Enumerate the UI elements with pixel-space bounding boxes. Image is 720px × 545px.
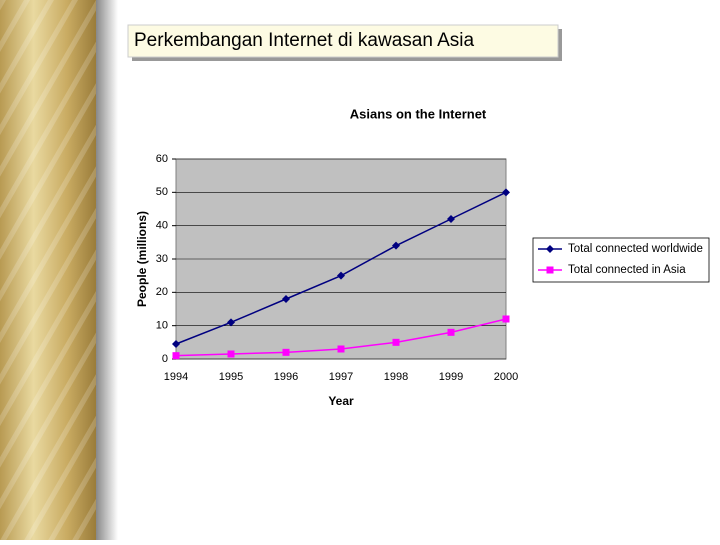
legend-label: Total connected worldwide [568, 243, 703, 255]
marker [227, 350, 235, 358]
x-axis-label: Year [328, 394, 354, 408]
marker [337, 271, 345, 280]
marker [392, 241, 400, 250]
marker [546, 245, 554, 253]
marker [227, 318, 235, 327]
marker [447, 215, 455, 223]
x-tick-label: 2000 [494, 371, 518, 383]
slide-title: Perkembangan Internet di kawasan Asia [134, 30, 475, 51]
marker [172, 340, 180, 348]
x-tick-label: 1999 [439, 371, 463, 383]
marker [282, 295, 290, 303]
decor-shadow [96, 0, 118, 540]
legend-label: Total connected in Asia [568, 264, 686, 276]
y-tick-label: 0 [162, 353, 168, 365]
marker [502, 188, 510, 197]
y-axis-label: People (millions) [135, 211, 149, 307]
legend [532, 237, 710, 283]
y-tick-label: 10 [156, 320, 168, 332]
marker [282, 348, 290, 356]
x-tick-label: 1997 [329, 371, 353, 383]
y-tick-label: 50 [156, 186, 168, 198]
x-tick-label: 1996 [274, 371, 298, 383]
title-box [127, 24, 559, 58]
y-tick-label: 30 [156, 253, 168, 265]
x-tick-label: 1995 [219, 371, 243, 383]
x-tick-label: 1998 [384, 371, 408, 383]
y-tick-label: 60 [156, 153, 168, 165]
marker [392, 338, 400, 346]
x-tick-label: 1994 [164, 371, 188, 383]
marker [337, 345, 345, 353]
y-tick-label: 20 [156, 286, 168, 298]
chart-title: Asians on the Internet [350, 106, 487, 121]
marker [172, 352, 180, 360]
y-tick-label: 40 [156, 220, 168, 232]
marker [502, 315, 510, 323]
marker [447, 328, 455, 336]
decor-pattern [0, 0, 96, 540]
marker [546, 266, 554, 274]
